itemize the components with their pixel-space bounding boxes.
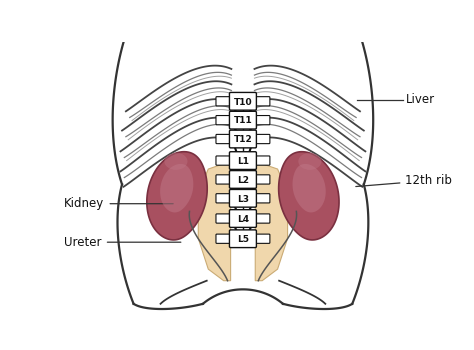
FancyBboxPatch shape [216, 214, 231, 223]
FancyBboxPatch shape [255, 214, 270, 223]
Text: L4: L4 [237, 215, 249, 224]
Ellipse shape [164, 153, 188, 170]
Polygon shape [147, 152, 207, 240]
FancyBboxPatch shape [216, 194, 231, 203]
FancyBboxPatch shape [229, 152, 256, 169]
FancyBboxPatch shape [229, 210, 256, 228]
FancyBboxPatch shape [216, 134, 231, 144]
Text: L2: L2 [237, 176, 249, 185]
Text: Liver: Liver [405, 93, 435, 106]
FancyBboxPatch shape [216, 234, 231, 243]
FancyBboxPatch shape [255, 194, 270, 203]
FancyBboxPatch shape [229, 189, 256, 207]
Text: 12th rib: 12th rib [356, 174, 452, 187]
FancyBboxPatch shape [255, 156, 270, 165]
Polygon shape [198, 161, 231, 281]
FancyBboxPatch shape [216, 116, 231, 125]
FancyBboxPatch shape [255, 116, 270, 125]
FancyBboxPatch shape [229, 92, 256, 110]
FancyBboxPatch shape [229, 111, 256, 129]
Text: T12: T12 [234, 135, 252, 144]
FancyBboxPatch shape [255, 134, 270, 144]
FancyBboxPatch shape [255, 175, 270, 184]
FancyBboxPatch shape [229, 130, 256, 148]
Polygon shape [255, 161, 288, 281]
Text: Ureter: Ureter [64, 236, 181, 249]
FancyBboxPatch shape [216, 175, 231, 184]
Polygon shape [292, 164, 326, 212]
FancyBboxPatch shape [229, 230, 256, 247]
Text: Kidney: Kidney [64, 197, 173, 210]
FancyBboxPatch shape [216, 156, 231, 165]
Polygon shape [160, 164, 193, 212]
Text: L5: L5 [237, 235, 249, 244]
Ellipse shape [298, 153, 321, 170]
Text: T11: T11 [234, 117, 252, 125]
Text: L1: L1 [237, 157, 249, 166]
Text: T10: T10 [234, 98, 252, 106]
FancyBboxPatch shape [255, 234, 270, 243]
Polygon shape [279, 152, 339, 240]
FancyBboxPatch shape [216, 97, 231, 106]
FancyBboxPatch shape [255, 97, 270, 106]
FancyBboxPatch shape [229, 170, 256, 188]
Text: L3: L3 [237, 195, 249, 204]
